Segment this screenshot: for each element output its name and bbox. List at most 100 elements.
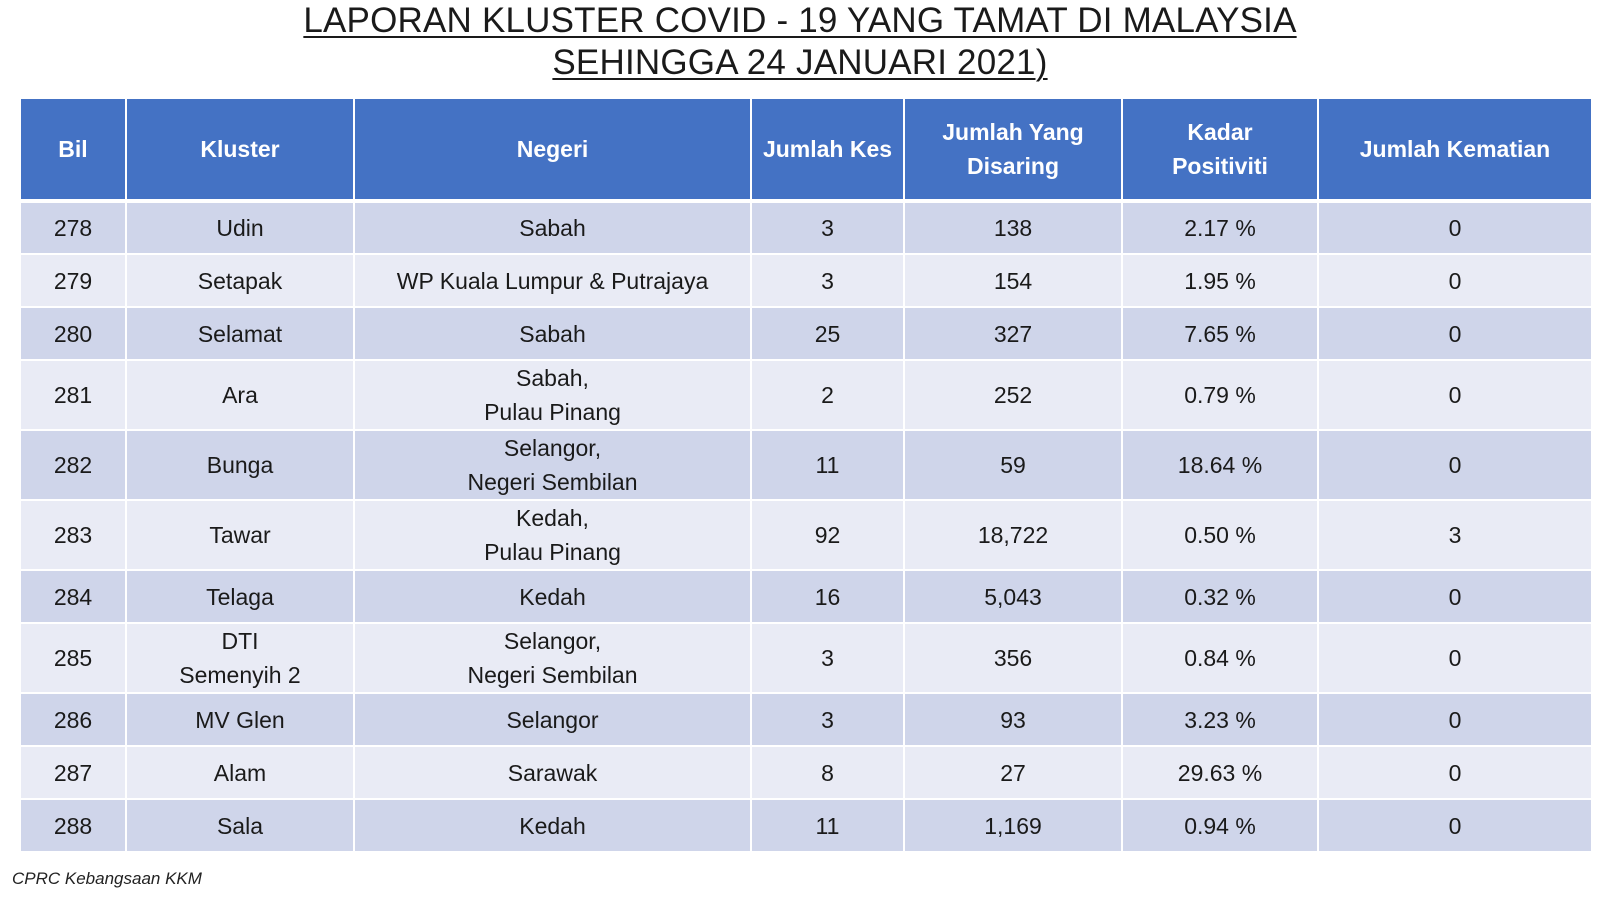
cell-jumlah-kes: 92 bbox=[751, 500, 905, 571]
cell-kadar-positiviti: 1.95 % bbox=[1122, 254, 1319, 308]
cell-kadar-positiviti: 2.17 % bbox=[1122, 201, 1319, 255]
cell-jumlah-disaring: 93 bbox=[904, 693, 1123, 747]
cell-kluster: Bunga bbox=[126, 430, 355, 501]
cell-jumlah-kes: 11 bbox=[751, 799, 905, 853]
cell-kadar-positiviti: 0.84 % bbox=[1122, 623, 1319, 694]
cell-jumlah-kes: 3 bbox=[751, 201, 905, 255]
cell-kluster: Telaga bbox=[126, 570, 355, 624]
cell-negeri: Sabah, Pulau Pinang bbox=[354, 360, 752, 431]
cell-jumlah-kematian: 0 bbox=[1318, 360, 1591, 431]
cell-jumlah-kes: 2 bbox=[751, 360, 905, 431]
cell-kadar-positiviti: 0.50 % bbox=[1122, 500, 1319, 571]
cell-bil: 283 bbox=[21, 500, 127, 571]
cell-kadar-positiviti: 0.79 % bbox=[1122, 360, 1319, 431]
cell-negeri: Selangor bbox=[354, 693, 752, 747]
cell-negeri: Sabah bbox=[354, 201, 752, 255]
cell-jumlah-kes: 3 bbox=[751, 254, 905, 308]
cell-jumlah-kes: 3 bbox=[751, 693, 905, 747]
cell-kadar-positiviti: 0.94 % bbox=[1122, 799, 1319, 853]
cell-jumlah-kes: 3 bbox=[751, 623, 905, 694]
cell-jumlah-disaring: 1,169 bbox=[904, 799, 1123, 853]
table-row: 285 DTI Semenyih 2 Selangor, Negeri Semb… bbox=[21, 623, 1591, 694]
cell-bil: 282 bbox=[21, 430, 127, 501]
table-row: 287 Alam Sarawak 8 27 29.63 % 0 bbox=[21, 746, 1591, 800]
header-negeri: Negeri bbox=[354, 99, 752, 203]
cell-kluster: MV Glen bbox=[126, 693, 355, 747]
cell-kadar-positiviti: 18.64 % bbox=[1122, 430, 1319, 501]
cell-jumlah-kes: 16 bbox=[751, 570, 905, 624]
table-header-row: Bil Kluster Negeri Jumlah Kes Jumlah Yan… bbox=[21, 99, 1591, 203]
cell-jumlah-disaring: 327 bbox=[904, 307, 1123, 361]
cell-jumlah-disaring: 154 bbox=[904, 254, 1123, 308]
cell-bil: 287 bbox=[21, 746, 127, 800]
source-footnote: CPRC Kebangsaan KKM bbox=[12, 869, 202, 888]
cell-kluster: Sala bbox=[126, 799, 355, 853]
cell-kluster: Selamat bbox=[126, 307, 355, 361]
report-title: LAPORAN KLUSTER COVID - 19 YANG TAMAT DI… bbox=[0, 0, 1600, 84]
header-kadar-positiviti: Kadar Positiviti bbox=[1122, 99, 1319, 203]
cell-jumlah-kematian: 3 bbox=[1318, 500, 1591, 571]
cell-jumlah-kematian: 0 bbox=[1318, 799, 1591, 853]
cell-jumlah-kematian: 0 bbox=[1318, 254, 1591, 308]
report-title-line-1: LAPORAN KLUSTER COVID - 19 YANG TAMAT DI… bbox=[303, 1, 1297, 40]
cell-kadar-positiviti: 0.32 % bbox=[1122, 570, 1319, 624]
cell-jumlah-disaring: 138 bbox=[904, 201, 1123, 255]
cell-jumlah-kematian: 0 bbox=[1318, 746, 1591, 800]
cell-jumlah-disaring: 18,722 bbox=[904, 500, 1123, 571]
cell-kluster: Setapak bbox=[126, 254, 355, 308]
report-title-line-2: SEHINGGA 24 JANUARI 2021) bbox=[552, 43, 1048, 82]
cell-kluster: Udin bbox=[126, 201, 355, 255]
header-jumlah-kes: Jumlah Kes bbox=[751, 99, 905, 203]
table-row: 278 Udin Sabah 3 138 2.17 % 0 bbox=[21, 201, 1591, 255]
cell-jumlah-disaring: 356 bbox=[904, 623, 1123, 694]
table-row: 286 MV Glen Selangor 3 93 3.23 % 0 bbox=[21, 693, 1591, 747]
cluster-table: Bil Kluster Negeri Jumlah Kes Jumlah Yan… bbox=[21, 99, 1591, 853]
cell-bil: 281 bbox=[21, 360, 127, 431]
cell-bil: 286 bbox=[21, 693, 127, 747]
cell-jumlah-disaring: 59 bbox=[904, 430, 1123, 501]
header-bil: Bil bbox=[21, 99, 127, 203]
cell-negeri: Kedah bbox=[354, 570, 752, 624]
cell-bil: 278 bbox=[21, 201, 127, 255]
cell-kadar-positiviti: 7.65 % bbox=[1122, 307, 1319, 361]
cell-jumlah-kematian: 0 bbox=[1318, 430, 1591, 501]
table-row: 281 Ara Sabah, Pulau Pinang 2 252 0.79 %… bbox=[21, 360, 1591, 431]
cell-kluster: DTI Semenyih 2 bbox=[126, 623, 355, 694]
table-row: 279 Setapak WP Kuala Lumpur & Putrajaya … bbox=[21, 254, 1591, 308]
cell-jumlah-kes: 8 bbox=[751, 746, 905, 800]
cell-bil: 279 bbox=[21, 254, 127, 308]
table-row: 288 Sala Kedah 11 1,169 0.94 % 0 bbox=[21, 799, 1591, 853]
cell-negeri: Sarawak bbox=[354, 746, 752, 800]
cell-bil: 285 bbox=[21, 623, 127, 694]
cell-negeri: Selangor, Negeri Sembilan bbox=[354, 430, 752, 501]
cell-jumlah-kematian: 0 bbox=[1318, 307, 1591, 361]
header-jumlah-disaring: Jumlah Yang Disaring bbox=[904, 99, 1123, 203]
cell-negeri: Sabah bbox=[354, 307, 752, 361]
cell-kluster: Alam bbox=[126, 746, 355, 800]
header-kluster: Kluster bbox=[126, 99, 355, 203]
cell-bil: 280 bbox=[21, 307, 127, 361]
cell-jumlah-disaring: 252 bbox=[904, 360, 1123, 431]
cell-kadar-positiviti: 3.23 % bbox=[1122, 693, 1319, 747]
table-row: 282 Bunga Selangor, Negeri Sembilan 11 5… bbox=[21, 430, 1591, 501]
cell-jumlah-kematian: 0 bbox=[1318, 693, 1591, 747]
cell-jumlah-kematian: 0 bbox=[1318, 570, 1591, 624]
header-jumlah-kematian: Jumlah Kematian bbox=[1318, 99, 1591, 203]
cell-negeri: WP Kuala Lumpur & Putrajaya bbox=[354, 254, 752, 308]
table-row: 283 Tawar Kedah, Pulau Pinang 92 18,722 … bbox=[21, 500, 1591, 571]
cell-negeri: Kedah, Pulau Pinang bbox=[354, 500, 752, 571]
table-row: 280 Selamat Sabah 25 327 7.65 % 0 bbox=[21, 307, 1591, 361]
cell-bil: 284 bbox=[21, 570, 127, 624]
cell-jumlah-disaring: 27 bbox=[904, 746, 1123, 800]
cell-jumlah-disaring: 5,043 bbox=[904, 570, 1123, 624]
cell-negeri: Kedah bbox=[354, 799, 752, 853]
cell-negeri: Selangor, Negeri Sembilan bbox=[354, 623, 752, 694]
cell-jumlah-kes: 11 bbox=[751, 430, 905, 501]
cell-kadar-positiviti: 29.63 % bbox=[1122, 746, 1319, 800]
cell-jumlah-kematian: 0 bbox=[1318, 623, 1591, 694]
cell-jumlah-kematian: 0 bbox=[1318, 201, 1591, 255]
table-row: 284 Telaga Kedah 16 5,043 0.32 % 0 bbox=[21, 570, 1591, 624]
cell-bil: 288 bbox=[21, 799, 127, 853]
cell-kluster: Ara bbox=[126, 360, 355, 431]
cell-kluster: Tawar bbox=[126, 500, 355, 571]
